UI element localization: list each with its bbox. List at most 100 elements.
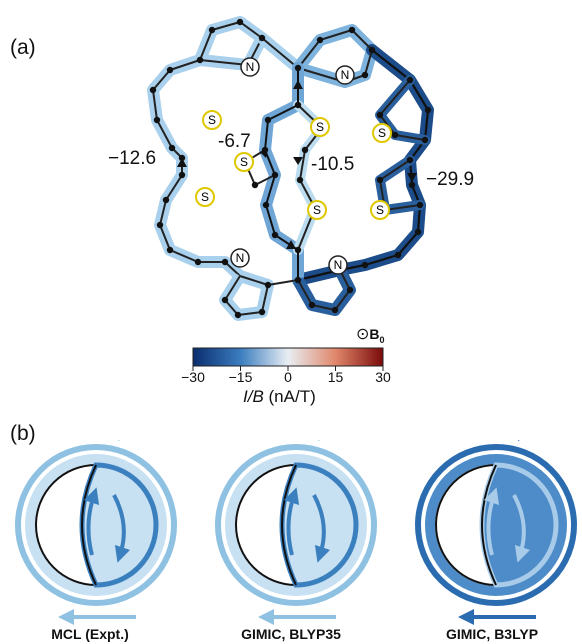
sulfur-right-top-label: S	[378, 126, 386, 140]
atom-dot	[271, 171, 279, 179]
atom-dot	[406, 156, 414, 164]
atom-dot	[178, 171, 186, 179]
loop-label-blyp35: GIMIC, BLYP35	[241, 626, 341, 642]
atom-dot	[194, 258, 202, 266]
atom-dot	[346, 286, 354, 294]
atom-dot	[376, 111, 384, 119]
atom-dot	[162, 196, 170, 204]
atom-dot	[221, 258, 229, 266]
atom-dot	[301, 146, 309, 154]
atom-dot	[196, 56, 204, 64]
top-pyrrole	[194, 16, 302, 73]
atom-dot	[394, 251, 402, 259]
atom-dot	[368, 46, 376, 54]
atom-dot	[421, 136, 429, 144]
inner-left-current-arrow	[260, 148, 268, 158]
panel-b-label: (b)	[10, 422, 36, 445]
loop-label-mcl: MCL (Expt.)	[51, 626, 129, 642]
colorbar	[192, 347, 384, 367]
inner-arrow-down	[112, 494, 131, 563]
sulfur-left-top-label: S	[208, 113, 216, 127]
atom-dot	[361, 261, 369, 269]
nitrogen-bottom-left-label: N	[236, 251, 245, 265]
atom-dot	[406, 76, 414, 84]
atom-dot	[221, 296, 229, 304]
colorbar-tick-label: −30	[181, 369, 205, 385]
loop-diagram	[15, 440, 177, 625]
atom-dot	[361, 71, 369, 79]
sulfur-left-bottom-label: S	[201, 190, 209, 204]
field-dot-icon: ⊙	[356, 326, 370, 343]
molecule-diagram: N N N N S S S S S S S	[147, 16, 434, 371]
magnetic-field-label: ⊙B0	[356, 326, 385, 345]
atom-dot	[391, 131, 399, 139]
inner-arrow-down	[512, 494, 531, 563]
colorbar-title: I/B (nA/T)	[243, 387, 316, 406]
bridge-line	[481, 464, 497, 586]
atom-dot	[264, 281, 272, 289]
atom-dot	[156, 221, 164, 229]
atom-dot	[168, 144, 176, 152]
loop-diagram	[215, 440, 377, 625]
right-current-arrow	[407, 173, 417, 182]
atom-dot	[296, 176, 304, 184]
bridge-line	[81, 464, 97, 586]
sulfur-inner-mid-label: S	[240, 155, 248, 169]
loop-halo	[225, 454, 367, 596]
bottom-bridge-arrow	[286, 240, 296, 249]
atom-dot	[149, 86, 157, 94]
atom-dot	[316, 36, 324, 44]
bridge-line	[281, 464, 297, 586]
outer-current-ring	[415, 444, 577, 606]
atom-dot	[153, 116, 161, 124]
atom-dot	[376, 176, 384, 184]
outer-current-ring	[215, 444, 377, 606]
loop-diagrams	[15, 440, 577, 625]
current-right-value: −29.9	[426, 169, 475, 190]
sulfur-inner-top-label: S	[316, 120, 324, 134]
colorbar-tick-label: 15	[327, 369, 344, 385]
nitrogen-top-right-label: N	[341, 68, 350, 82]
sulfur-inner-bottom-label: S	[313, 203, 321, 217]
panel-a-label: (a)	[10, 36, 36, 59]
atom-dot	[414, 228, 422, 236]
left-pathway	[147, 54, 246, 282]
inner-arrow-up	[283, 487, 300, 556]
current-left-value: −12.6	[108, 148, 157, 169]
atom-dot	[166, 246, 174, 254]
atom-dot	[262, 201, 270, 209]
atom-dot	[271, 231, 279, 239]
inner-arrow-up	[83, 487, 100, 556]
atom-dot	[208, 26, 216, 34]
nitrogen-bottom-right-label: N	[334, 258, 343, 272]
atom-dot	[236, 18, 244, 26]
current-arrows	[177, 80, 417, 249]
nitrogen-atoms: N N N N	[230, 57, 355, 275]
inner-arrow-down	[312, 494, 331, 563]
current-inner-right-value: -10.5	[311, 154, 355, 175]
inner-arrow-up	[483, 487, 500, 556]
colorbar-tick-label: 30	[375, 369, 391, 385]
atom-dot	[264, 116, 272, 124]
atom-dot	[234, 311, 242, 319]
nitrogen-top-label: N	[246, 60, 255, 74]
atom-dot	[348, 26, 356, 34]
atom-dot	[331, 306, 339, 314]
atom-dot	[294, 101, 302, 109]
loop-halo	[25, 454, 167, 596]
atom-dot	[308, 301, 316, 309]
sulfur-right-bottom-label: S	[376, 203, 384, 217]
outer-current-ring	[15, 444, 177, 606]
atom-dot	[408, 181, 416, 189]
atom-dot	[416, 201, 424, 209]
inner-right-current-arrow	[293, 157, 303, 165]
loop-halo	[425, 454, 567, 596]
top-bridge-arrow	[293, 80, 303, 89]
atom-dot	[251, 181, 259, 189]
colorbar-tick-label: 0	[284, 369, 292, 385]
colorbar-tick-label: −15	[228, 369, 253, 385]
atom-dot	[294, 64, 302, 72]
colorbar-ticks	[192, 366, 384, 371]
atom-dot	[294, 276, 302, 284]
atom-dot	[258, 34, 266, 42]
